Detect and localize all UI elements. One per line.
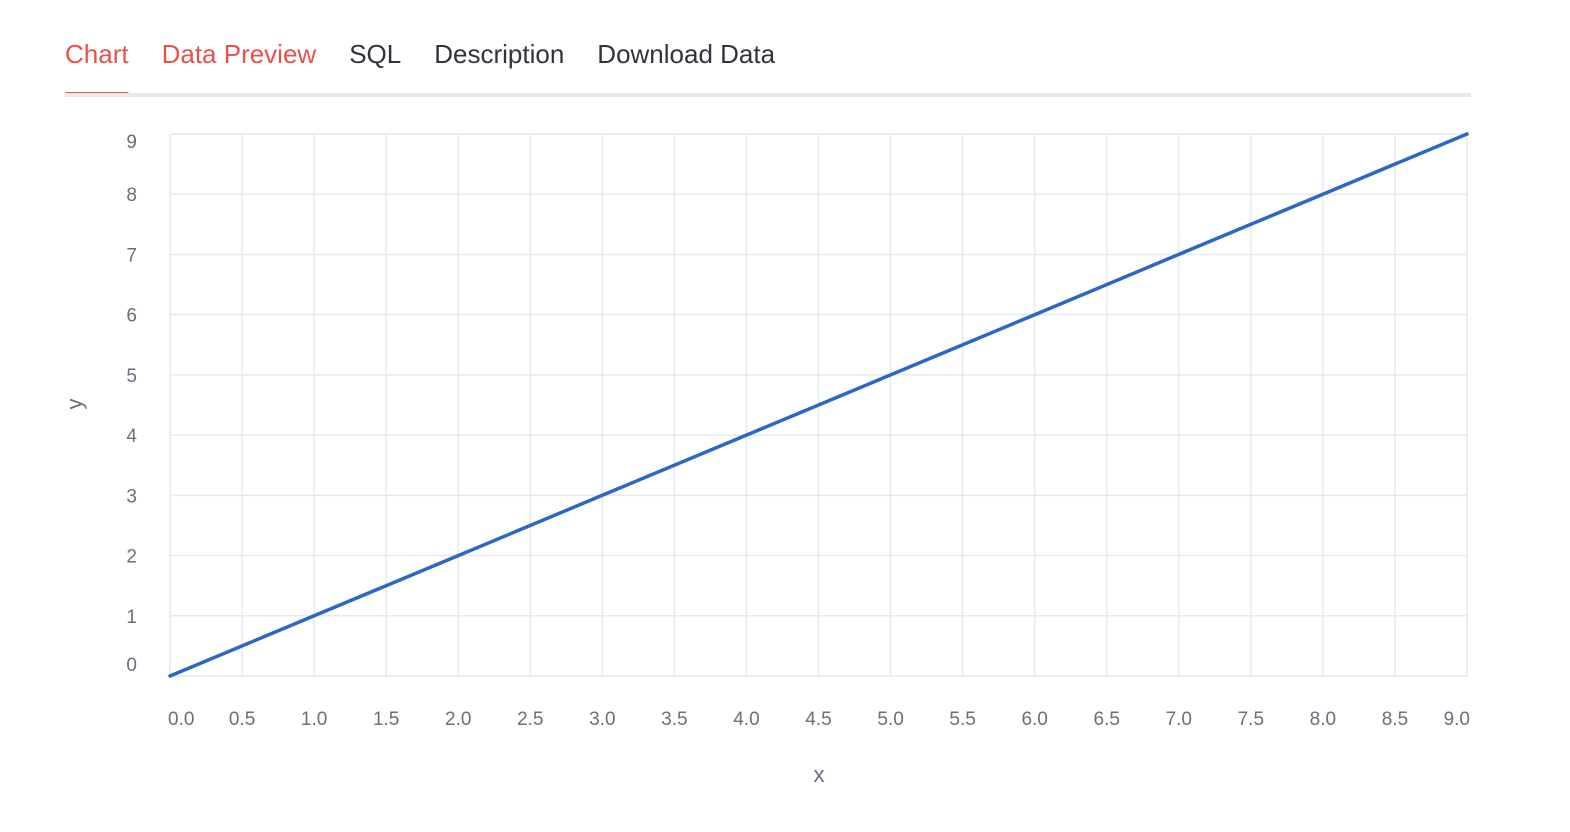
tab-description[interactable]: Description (434, 36, 564, 96)
y-tick-label: 1 (126, 607, 137, 628)
x-tick-label: 8.5 (1382, 709, 1408, 730)
x-tick-label: 6.0 (1021, 709, 1047, 730)
tab-data-preview[interactable]: Data Preview (162, 36, 317, 96)
x-tick-label: 9.0 (1444, 709, 1470, 730)
tab-label: Download Data (597, 39, 776, 69)
tab-label: SQL (349, 39, 402, 69)
chart-series (168, 132, 1469, 678)
tab-bar: Chart Data Preview SQL Description Downl… (65, 36, 1471, 98)
x-tick-label: 7.5 (1238, 709, 1264, 730)
data-point[interactable] (1465, 132, 1469, 136)
tab-label: Description (434, 39, 565, 69)
x-tick-label: 3.5 (661, 709, 687, 730)
data-point[interactable] (889, 373, 893, 377)
tab-sql[interactable]: SQL (349, 36, 401, 96)
tab-divider (65, 93, 1471, 97)
x-tick-label: 0.5 (229, 709, 255, 730)
series-line[interactable] (168, 132, 1469, 678)
data-point[interactable] (1321, 192, 1325, 196)
data-point[interactable] (168, 674, 172, 678)
line-chart[interactable]: 0 1 2 3 4 5 6 7 8 9 0.0 0.5 1.0 1.5 2.0 2.5 3.0 3.5 4.0 4.… (0, 98, 1570, 832)
data-point[interactable] (744, 433, 748, 437)
x-axis-title: x (814, 762, 825, 787)
x-tick-label: 4.0 (733, 709, 759, 730)
data-point[interactable] (312, 614, 316, 618)
x-tick-label: 5.5 (949, 709, 975, 730)
x-tick-label: 2.5 (517, 709, 543, 730)
x-tick-label: 8.0 (1310, 709, 1336, 730)
x-tick-label: 4.5 (805, 709, 831, 730)
x-tick-label: 1.5 (373, 709, 399, 730)
tab-label: Chart (65, 39, 129, 69)
y-tick-label: 0 (126, 655, 137, 676)
data-point[interactable] (1177, 252, 1181, 256)
tab-chart[interactable]: Chart (65, 36, 129, 96)
y-tick-label: 5 (126, 366, 137, 387)
chart-grid (169, 133, 1468, 677)
x-tick-label: 1.0 (301, 709, 327, 730)
x-tick-label: 7.0 (1166, 709, 1192, 730)
x-tick-label: 6.5 (1094, 709, 1120, 730)
y-tick-label: 7 (126, 245, 137, 266)
chart-canvas[interactable]: 0 1 2 3 4 5 6 7 8 9 0.0 0.5 1.0 1.5 2.0 2.5 3.0 3.5 4.0 4.… (0, 98, 1570, 832)
x-tick-label: 0.0 (168, 709, 194, 730)
x-tick-label: 5.0 (877, 709, 903, 730)
tab-download-data[interactable]: Download Data (597, 36, 775, 96)
x-tick-label: 2.0 (445, 709, 471, 730)
y-tick-label: 6 (126, 306, 137, 327)
x-axis: 0.0 0.5 1.0 1.5 2.0 2.5 3.0 3.5 4.0 4.5 5.0 5.5 6.0 6… (168, 709, 1470, 730)
data-point[interactable] (456, 554, 460, 558)
data-point[interactable] (1033, 313, 1037, 317)
y-axis: 0 1 2 3 4 5 6 7 8 9 (126, 132, 137, 676)
data-point[interactable] (600, 493, 604, 497)
tab-label: Data Preview (161, 39, 317, 69)
y-tick-label: 2 (126, 547, 137, 568)
x-tick-label: 3.0 (589, 709, 615, 730)
y-tick-label: 9 (126, 132, 137, 153)
y-tick-label: 4 (126, 426, 137, 447)
y-tick-label: 3 (126, 486, 137, 507)
y-tick-label: 8 (126, 185, 137, 206)
y-axis-title: y (62, 399, 87, 410)
tab-list: Chart Data Preview SQL Description Downl… (65, 36, 1471, 98)
